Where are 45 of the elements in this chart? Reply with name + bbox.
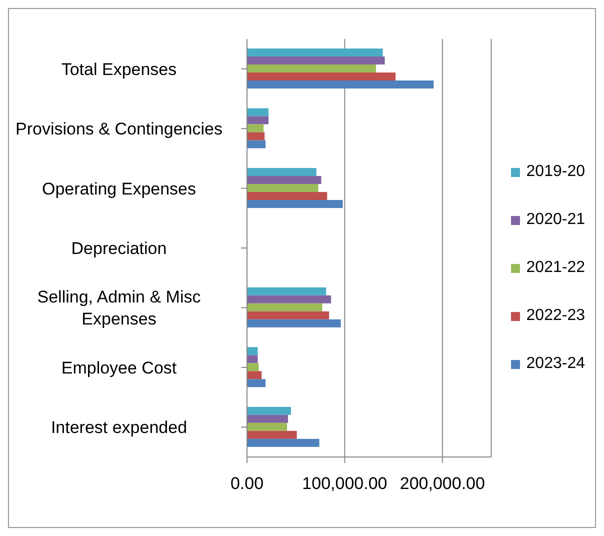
bar <box>247 347 258 356</box>
y-tick-label: Provisions & Contingencies <box>16 119 222 138</box>
bar <box>247 406 291 415</box>
bar <box>247 379 266 388</box>
bar <box>247 311 330 320</box>
x-tick-label: 100,000.00 <box>302 474 388 494</box>
legend-label: 2023-24 <box>526 355 585 373</box>
bar <box>247 319 341 328</box>
y-tick-label: Total Expenses <box>61 59 177 78</box>
bar <box>247 363 259 372</box>
bar <box>247 124 264 132</box>
y-tick-label: Depreciation <box>71 238 167 258</box>
bar <box>247 430 297 439</box>
bar <box>247 371 262 380</box>
bar <box>247 192 328 200</box>
bar <box>247 438 320 447</box>
bar <box>247 355 258 364</box>
legend-label: 2022-23 <box>526 307 585 325</box>
bar <box>247 56 385 65</box>
x-tick-label: 0.00 <box>230 474 264 494</box>
y-tick-label: Selling, Admin & Misc Expenses <box>37 287 202 328</box>
bar <box>247 422 288 431</box>
bar <box>247 303 322 312</box>
bar <box>247 64 376 73</box>
bar <box>247 48 383 57</box>
legend-label: 2020-21 <box>526 211 585 229</box>
bar <box>247 176 322 184</box>
y-tick-label: Interest expended <box>50 418 188 437</box>
bar <box>247 116 268 124</box>
bar <box>247 200 343 208</box>
bar <box>247 108 268 116</box>
bar <box>247 72 396 81</box>
bar <box>247 132 265 140</box>
bar <box>247 295 332 304</box>
bar <box>247 140 266 148</box>
bar <box>247 168 316 176</box>
bar <box>247 80 434 89</box>
x-tick-label: 200,000.00 <box>400 474 485 494</box>
bar <box>247 287 326 296</box>
y-tick-label: Operating Expenses <box>42 178 196 198</box>
legend-label: 2019-20 <box>526 163 585 181</box>
legend-label: 2021-22 <box>526 259 585 277</box>
bar <box>247 184 318 192</box>
bar <box>247 414 288 423</box>
y-tick-label: Employee Cost <box>61 358 177 377</box>
